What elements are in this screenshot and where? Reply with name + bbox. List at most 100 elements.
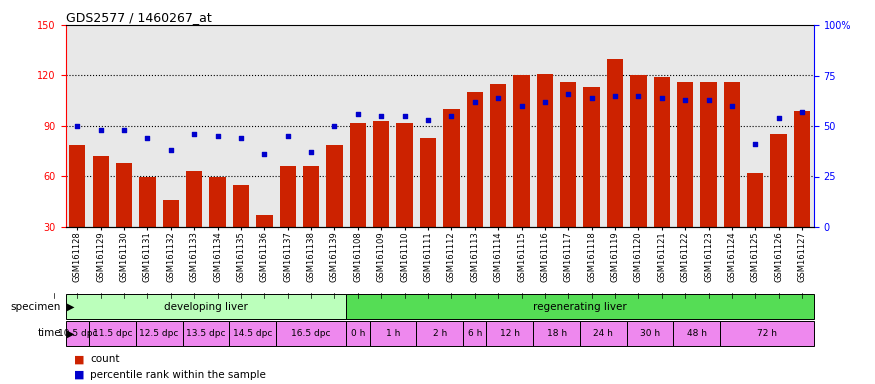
Text: developing liver: developing liver [164,301,248,311]
Point [702,97,716,103]
Text: 14.5 dpc: 14.5 dpc [233,329,272,338]
Bar [256,215,272,227]
Bar [466,92,483,227]
Bar [490,84,507,227]
Bar [66,294,346,319]
Bar [674,321,720,346]
Bar [69,144,86,227]
Bar [373,121,389,227]
Point [257,151,271,157]
Bar [584,87,600,227]
Point [678,97,692,103]
Point [468,99,482,105]
Point [561,91,575,97]
Bar [89,321,136,346]
Bar [747,173,764,227]
Text: ▶: ▶ [67,301,75,311]
Text: 10.5 dpc: 10.5 dpc [58,329,97,338]
Bar [303,166,319,227]
Bar [136,321,183,346]
Text: 72 h: 72 h [757,329,777,338]
Bar [186,171,202,227]
Bar [276,321,346,346]
Point [187,131,201,137]
Text: 11.5 dpc: 11.5 dpc [93,329,132,338]
Bar [724,82,740,227]
Point [608,93,622,99]
Bar [626,321,674,346]
Bar [163,200,179,227]
Point [632,93,646,99]
Text: 13.5 dpc: 13.5 dpc [186,329,226,338]
Bar [533,321,580,346]
Text: 12.5 dpc: 12.5 dpc [139,329,178,338]
Text: 2 h: 2 h [432,329,447,338]
Point [772,115,786,121]
Bar [326,144,343,227]
Point [795,109,809,115]
Text: 0 h: 0 h [351,329,365,338]
Bar [116,163,132,227]
Text: 18 h: 18 h [547,329,567,338]
Text: regenerating liver: regenerating liver [533,301,626,311]
Bar [700,82,717,227]
Point [724,103,738,109]
Point [584,94,598,101]
Bar [93,156,108,227]
Point [397,113,411,119]
Bar [654,77,670,227]
Text: time: time [38,328,61,339]
Bar [607,59,623,227]
Bar [66,321,89,346]
Bar [771,134,787,227]
Bar [720,321,814,346]
Bar [444,109,459,227]
Point [211,133,225,139]
Text: 1 h: 1 h [386,329,400,338]
Text: ▶: ▶ [67,328,75,339]
Point [117,127,131,133]
Bar [580,321,626,346]
Point [351,111,365,117]
Text: 24 h: 24 h [593,329,613,338]
Text: count: count [90,354,120,364]
Point [281,133,295,139]
Point [748,141,762,147]
Text: 12 h: 12 h [500,329,520,338]
Bar [350,122,366,227]
Text: ■: ■ [74,369,85,379]
Bar [139,177,156,227]
Bar [183,321,229,346]
Bar [279,166,296,227]
Bar [677,82,693,227]
Bar [233,185,249,227]
Point [304,149,318,156]
Point [94,127,108,133]
Text: percentile rank within the sample: percentile rank within the sample [90,369,266,379]
Bar [487,321,533,346]
Text: 48 h: 48 h [687,329,707,338]
Bar [229,321,276,346]
Text: ■: ■ [74,354,85,364]
Point [70,123,84,129]
Bar [630,76,647,227]
Bar [463,321,486,346]
Bar [369,321,416,346]
Point [538,99,552,105]
Text: 6 h: 6 h [467,329,482,338]
Text: specimen: specimen [10,301,61,311]
Bar [560,82,577,227]
Bar [346,294,814,319]
Point [491,94,505,101]
Point [327,123,341,129]
Point [421,117,435,123]
Bar [396,122,413,227]
Bar [794,111,810,227]
Point [654,94,668,101]
Bar [536,74,553,227]
Point [164,147,178,153]
Bar [416,321,463,346]
Point [234,135,248,141]
Text: 16.5 dpc: 16.5 dpc [291,329,331,338]
Bar [209,177,226,227]
